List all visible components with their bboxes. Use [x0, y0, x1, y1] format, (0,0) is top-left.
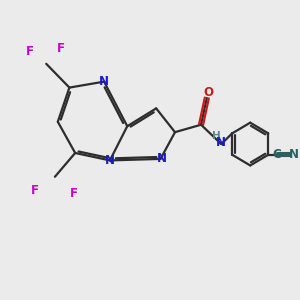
Text: N: N: [157, 152, 167, 165]
Text: F: F: [70, 187, 78, 200]
Text: N: N: [216, 136, 226, 149]
Text: N: N: [99, 75, 109, 88]
Text: F: F: [57, 42, 65, 56]
Text: N: N: [289, 148, 299, 161]
Text: N: N: [105, 154, 115, 167]
Text: H: H: [212, 131, 220, 141]
Text: C: C: [273, 148, 282, 161]
Text: O: O: [203, 86, 213, 99]
Text: F: F: [26, 45, 34, 58]
Text: F: F: [31, 184, 39, 196]
